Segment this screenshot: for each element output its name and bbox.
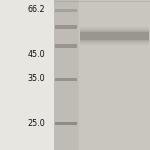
Bar xyxy=(55,122,77,125)
Text: 45.0: 45.0 xyxy=(27,50,45,59)
Text: 35.0: 35.0 xyxy=(27,74,45,83)
Bar xyxy=(55,25,77,29)
Bar xyxy=(55,9,77,12)
Bar xyxy=(55,78,77,81)
Bar xyxy=(55,44,77,48)
Bar xyxy=(80,31,148,41)
Bar xyxy=(54,0,150,150)
Bar xyxy=(80,27,148,45)
Bar xyxy=(54,0,78,150)
Bar xyxy=(80,32,148,40)
Bar xyxy=(80,29,148,43)
Text: 25.0: 25.0 xyxy=(27,119,45,128)
Text: 66.2: 66.2 xyxy=(27,5,45,14)
